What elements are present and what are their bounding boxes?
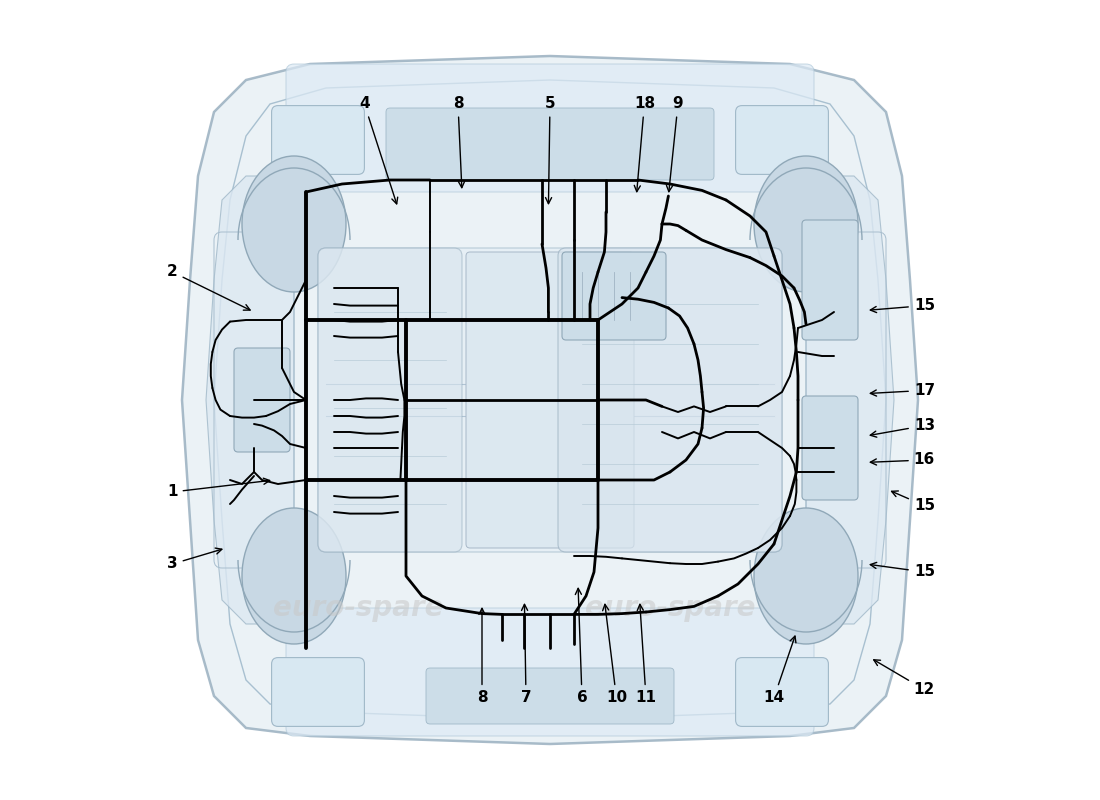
Ellipse shape [242,156,346,292]
Text: 1: 1 [167,478,270,499]
Text: 2: 2 [167,265,250,310]
Text: 10: 10 [603,604,627,705]
Text: 6: 6 [575,588,587,705]
Text: 8: 8 [476,608,487,705]
FancyBboxPatch shape [562,252,666,340]
Polygon shape [206,176,294,624]
Text: 8: 8 [453,97,464,188]
Text: 16: 16 [870,453,935,467]
Text: 15: 15 [870,298,935,313]
FancyBboxPatch shape [466,252,634,548]
FancyBboxPatch shape [736,658,828,726]
Text: 5: 5 [544,97,556,204]
FancyBboxPatch shape [272,658,364,726]
FancyBboxPatch shape [802,220,858,340]
FancyBboxPatch shape [318,248,782,552]
Text: 13: 13 [870,418,935,437]
Text: 18: 18 [634,97,654,192]
FancyBboxPatch shape [386,108,714,180]
Text: 7: 7 [520,604,531,705]
FancyBboxPatch shape [558,248,782,552]
Polygon shape [806,176,894,624]
FancyBboxPatch shape [426,668,674,724]
Text: 9: 9 [667,97,683,192]
FancyBboxPatch shape [318,248,462,552]
Text: euro-spare: euro-spare [273,594,443,622]
FancyBboxPatch shape [286,64,814,192]
Text: 11: 11 [636,604,657,705]
Ellipse shape [754,156,858,292]
Polygon shape [182,56,918,744]
Text: 12: 12 [873,660,935,697]
Text: euro-spare: euro-spare [585,594,756,622]
Text: 15: 15 [892,491,935,513]
Text: 3: 3 [167,548,222,571]
Text: 15: 15 [870,562,935,579]
FancyBboxPatch shape [234,348,290,452]
FancyBboxPatch shape [736,106,828,174]
Text: 4: 4 [359,97,398,204]
Text: 14: 14 [763,636,796,705]
Ellipse shape [754,508,858,644]
FancyBboxPatch shape [272,106,364,174]
Ellipse shape [242,508,346,644]
Text: 17: 17 [870,383,935,398]
FancyBboxPatch shape [802,396,858,500]
FancyBboxPatch shape [286,608,814,736]
